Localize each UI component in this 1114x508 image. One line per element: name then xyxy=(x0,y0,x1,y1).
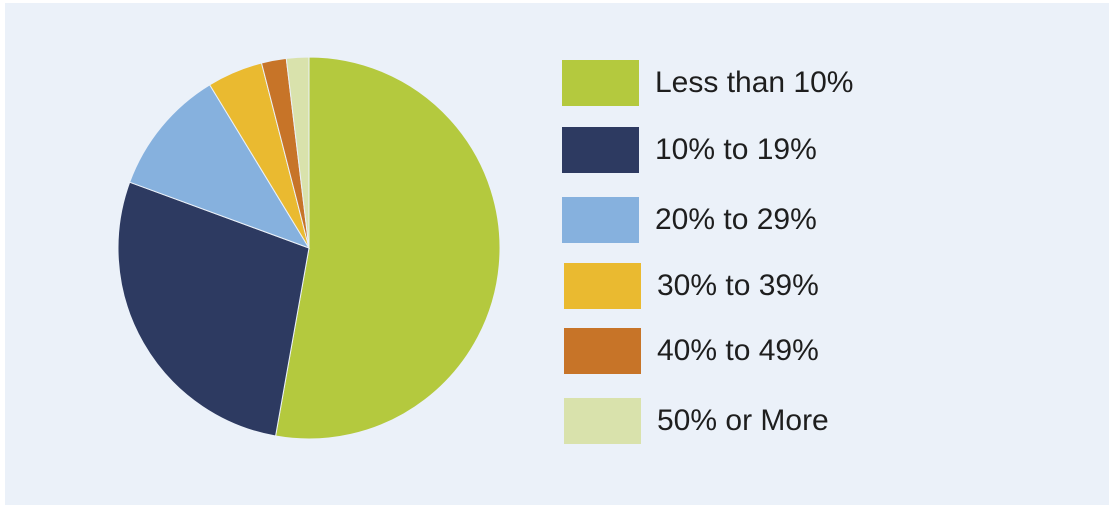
legend-label: 20% to 29% xyxy=(655,203,817,236)
pie-chart xyxy=(117,56,501,440)
legend-label: Less than 10% xyxy=(655,66,854,99)
legend-label: 10% to 19% xyxy=(655,133,817,166)
legend-swatch xyxy=(562,197,639,243)
legend-label: 40% to 49% xyxy=(657,334,819,367)
legend-swatch xyxy=(564,328,641,374)
pie-slice-0 xyxy=(274,56,501,440)
legend-swatch xyxy=(562,127,639,173)
pie-slices xyxy=(117,56,501,440)
legend-swatch xyxy=(564,263,641,309)
legend-label: 50% or More xyxy=(657,404,829,437)
pie-slice-2 xyxy=(129,84,311,249)
chart-panel: Less than 10% 10% to 19% 20% to 29% 30% … xyxy=(5,3,1109,505)
pie-slice-5 xyxy=(285,56,310,249)
pie-slice-1 xyxy=(117,181,310,437)
legend-swatch xyxy=(562,60,639,106)
legend-label: 30% to 39% xyxy=(657,269,819,302)
legend-swatch xyxy=(564,398,641,444)
